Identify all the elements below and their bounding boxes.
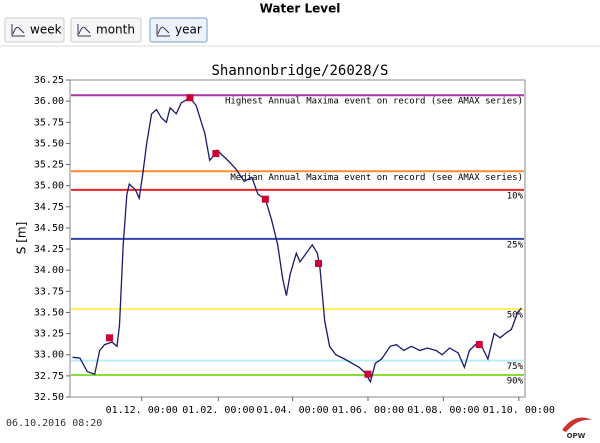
reference-label: Median Annual Maxima event on record (se…: [230, 173, 523, 183]
y-tick-label: 34.50: [34, 223, 64, 234]
y-tick-label: 34.75: [34, 202, 64, 213]
x-tick-label: 01.06. 00:00: [332, 405, 404, 416]
y-tick-label: 33.75: [34, 286, 64, 297]
reference-label: 25%: [507, 240, 524, 250]
toolbar-button[interactable]: month: [70, 17, 142, 43]
y-tick-label: 35.50: [34, 138, 64, 149]
reference-label: 50%: [507, 311, 524, 321]
marker: [212, 150, 220, 158]
reference-label: 10%: [507, 191, 524, 201]
button-icon: [156, 24, 170, 37]
marker: [186, 94, 194, 102]
marker: [364, 370, 372, 378]
y-tick-label: 32.75: [34, 371, 64, 382]
x-tick-label: 01.12. 00:00: [106, 405, 178, 416]
x-tick-label: 01.02. 00:00: [182, 405, 254, 416]
marker: [261, 195, 269, 203]
marker: [315, 259, 323, 267]
y-tick-label: 32.50: [34, 392, 64, 403]
y-tick-label: 33.50: [34, 307, 64, 318]
timestamp: 06.10.2016 08:20: [6, 418, 102, 429]
x-tick-label: 01.08. 00:00: [407, 405, 479, 416]
reference-label: Highest Annual Maxima event on record (s…: [225, 97, 523, 107]
y-tick-label: 33.00: [34, 350, 64, 361]
y-tick-label: 35.00: [34, 181, 64, 192]
y-tick-label: 36.25: [34, 75, 64, 86]
button-label: week: [30, 23, 62, 37]
button-label: year: [175, 23, 202, 37]
logo-swoosh: [562, 417, 592, 432]
x-tick-label: 01.04. 00:00: [256, 405, 328, 416]
toolbar: week month year: [4, 17, 208, 43]
button-label: month: [96, 23, 135, 37]
y-tick-label: 33.25: [34, 329, 64, 340]
y-axis-label: S [m]: [15, 222, 29, 254]
toolbar-button[interactable]: week: [4, 17, 65, 43]
y-tick-label: 35.25: [34, 160, 64, 171]
y-tick-label: 34.00: [34, 265, 64, 276]
y-tick-label: 36.00: [34, 96, 64, 107]
reference-label: 90%: [507, 377, 524, 387]
button-icon: [11, 24, 25, 37]
toolbar-button[interactable]: year: [149, 17, 208, 43]
reference-label: 75%: [507, 362, 524, 372]
y-tick-label: 35.75: [34, 117, 64, 128]
marker: [475, 341, 483, 349]
marker: [106, 334, 114, 342]
chart-title: Shannonbridge/26028/S: [211, 63, 388, 79]
button-icon: [77, 24, 91, 37]
water-level-line: [72, 96, 522, 384]
x-tick-label: 01.10. 00:00: [483, 405, 555, 416]
page-title: Water Level: [260, 2, 341, 16]
y-tick-label: 34.25: [34, 244, 64, 255]
logo: OPW: [567, 432, 586, 440]
